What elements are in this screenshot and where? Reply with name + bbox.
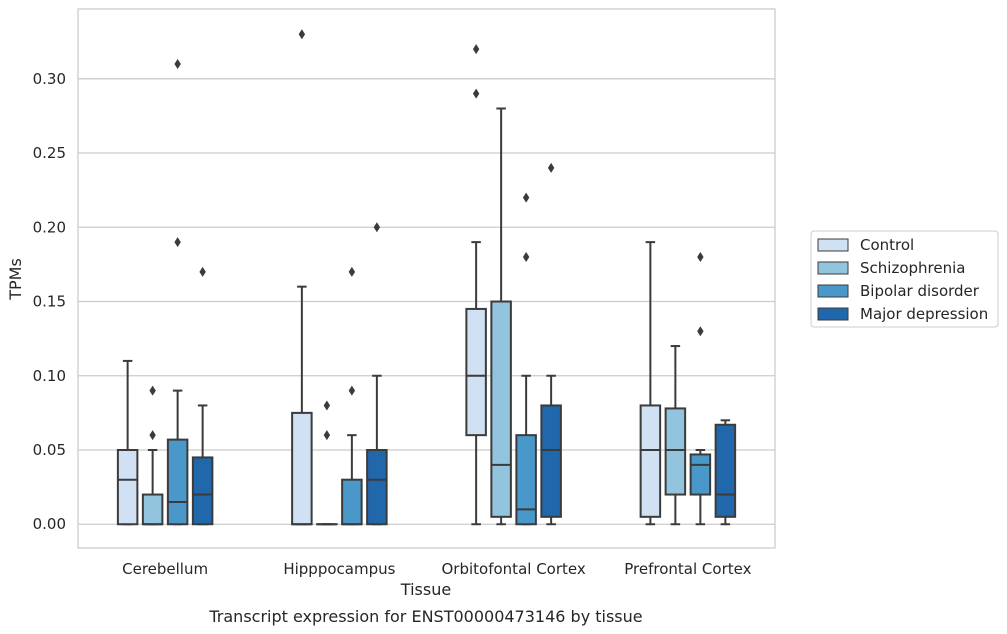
legend-label: Bipolar disorder bbox=[860, 282, 980, 300]
outlier-point bbox=[348, 266, 356, 277]
box-body bbox=[465, 307, 487, 437]
y-tick-label: 0.25 bbox=[33, 144, 66, 162]
chart-title: Transcript expression for ENST0000047314… bbox=[208, 607, 642, 626]
box-major-depression bbox=[540, 374, 562, 526]
outlier-point bbox=[472, 44, 480, 55]
box-control bbox=[465, 241, 487, 526]
outlier-point bbox=[547, 162, 555, 173]
box-control bbox=[639, 241, 662, 526]
legend-swatch bbox=[817, 261, 849, 275]
box-control bbox=[116, 359, 139, 526]
y-tick-labels: 0.00 0.05 0.10 0.15 0.20 0.25 0.30 bbox=[33, 70, 66, 533]
box-body bbox=[141, 493, 164, 526]
legend-frame bbox=[810, 230, 999, 328]
box-major-depression bbox=[714, 419, 737, 526]
box-major-depression bbox=[191, 404, 214, 526]
box-body bbox=[191, 456, 214, 526]
legend-label: Control bbox=[860, 236, 914, 254]
legend: Control Schizophrenia Bipolar disorder Majo… bbox=[810, 230, 999, 328]
box-body bbox=[540, 404, 562, 518]
box-schizophrenia bbox=[664, 345, 687, 526]
y-axis-title: TPMs bbox=[6, 258, 25, 301]
outlier-point bbox=[298, 29, 306, 40]
x-tick-labels: Cerebellum Hipppocampus Orbitofontal Corte… bbox=[122, 560, 751, 578]
outlier-point bbox=[149, 430, 156, 441]
outlier-point bbox=[199, 266, 206, 277]
box-body bbox=[515, 434, 537, 526]
y-tick-label: 0.05 bbox=[33, 441, 66, 459]
y-tick-label: 0.20 bbox=[33, 218, 66, 236]
outlier-point bbox=[323, 430, 331, 441]
plot-frame bbox=[77, 8, 776, 549]
outlier-points bbox=[149, 29, 704, 441]
x-axis-title: Tissue bbox=[400, 580, 451, 599]
outlier-point bbox=[373, 222, 381, 233]
box-body bbox=[366, 449, 388, 526]
outlier-point bbox=[149, 385, 156, 396]
outlier-point bbox=[174, 58, 181, 69]
box-body bbox=[166, 438, 189, 526]
box-body bbox=[291, 411, 313, 526]
x-tick-label: Hipppocampus bbox=[283, 560, 395, 578]
outlier-point bbox=[323, 400, 331, 411]
box-body bbox=[639, 404, 662, 518]
x-tick-label: Orbitofontal Cortex bbox=[442, 560, 586, 578]
box-bipolar-disorder bbox=[341, 434, 363, 526]
legend-swatch bbox=[817, 307, 849, 321]
box-body bbox=[116, 449, 139, 526]
x-tick-label: Cerebellum bbox=[122, 560, 208, 578]
outlier-point bbox=[697, 251, 704, 262]
box-body bbox=[664, 407, 687, 496]
box-body bbox=[490, 300, 512, 518]
x-tick-label: Prefrontal Cortex bbox=[624, 560, 751, 578]
box-bipolar-disorder bbox=[515, 374, 537, 526]
outlier-point bbox=[697, 326, 704, 337]
y-tick-label: 0.30 bbox=[33, 70, 66, 88]
legend-label: Schizophrenia bbox=[860, 259, 965, 277]
y-tick-label: 0.15 bbox=[33, 293, 66, 311]
box-schizophrenia bbox=[141, 449, 164, 526]
gridlines bbox=[78, 78, 775, 525]
box-control bbox=[291, 285, 313, 526]
legend-swatch bbox=[817, 238, 849, 252]
box-schizophrenia bbox=[490, 107, 512, 526]
y-tick-label: 0.00 bbox=[33, 515, 66, 533]
y-tick-label: 0.10 bbox=[33, 367, 66, 385]
legend-label: Major depression bbox=[860, 305, 988, 323]
outlier-point bbox=[472, 88, 480, 99]
box-bipolar-disorder bbox=[166, 389, 189, 526]
box-body bbox=[341, 478, 363, 526]
outlier-point bbox=[522, 192, 530, 203]
outlier-point bbox=[522, 251, 530, 262]
box-body bbox=[689, 453, 712, 496]
box-major-depression bbox=[366, 374, 388, 526]
legend-swatch bbox=[817, 284, 849, 298]
boxes bbox=[116, 107, 737, 526]
outlier-point bbox=[174, 237, 181, 248]
outlier-point bbox=[348, 385, 356, 396]
box-bipolar-disorder bbox=[689, 449, 712, 526]
box-body bbox=[714, 423, 737, 518]
